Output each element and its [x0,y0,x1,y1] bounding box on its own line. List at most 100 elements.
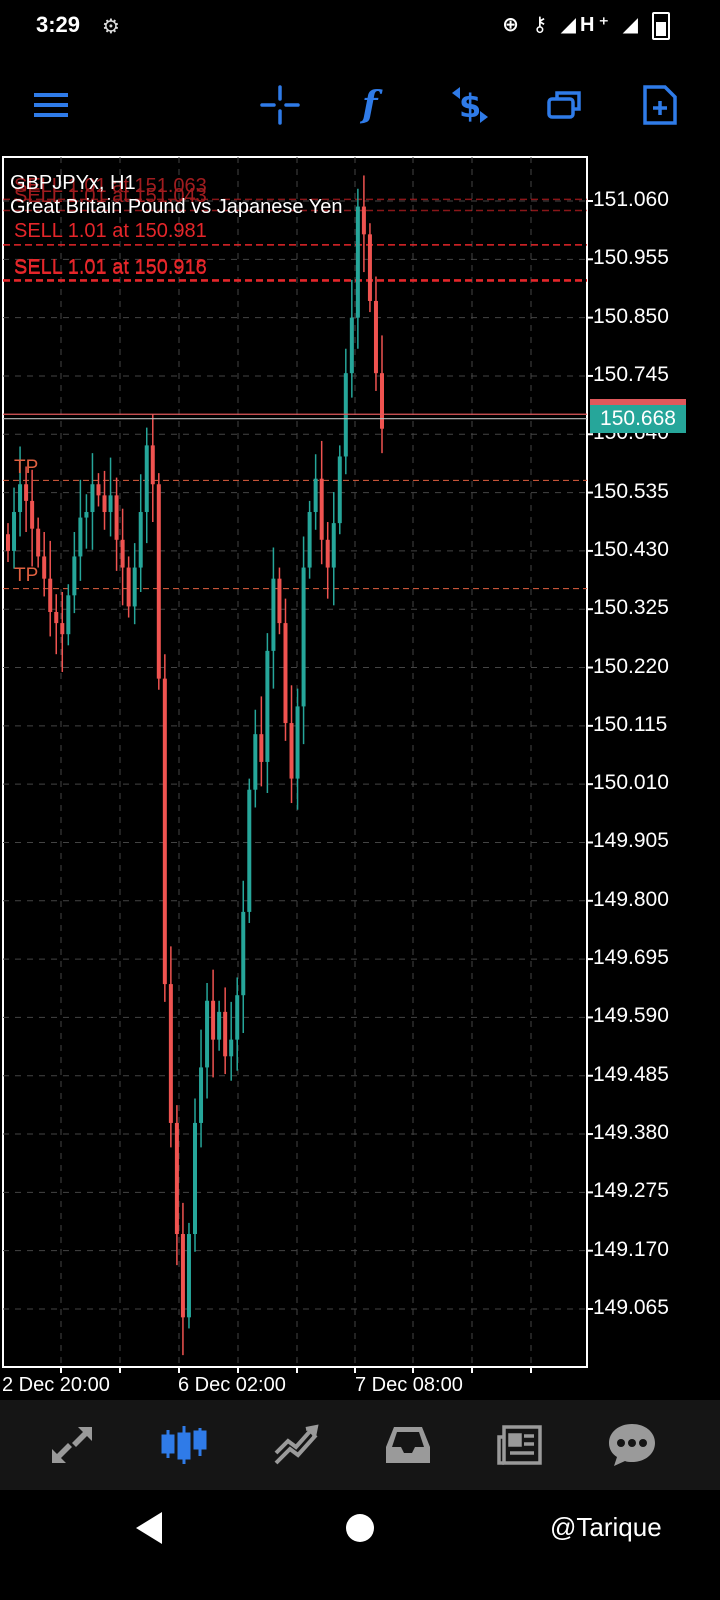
candle-body [259,734,264,762]
price-tick: 149.380 [593,1121,669,1145]
menu-icon [34,93,68,117]
candle-body [337,456,342,524]
candle-body [12,512,17,551]
price-tick: 149.065 [593,1296,669,1319]
top-toolbar: f $ [0,70,720,140]
price-tick: 150.325 [593,596,669,620]
candle-body [72,556,77,596]
bottom-navigation [0,1400,720,1490]
price-tick: 149.590 [593,1004,669,1028]
ask-price-badge [590,399,686,407]
candle-body [6,534,10,551]
candle-body [132,567,137,607]
candle-body [108,495,113,513]
chart-canvas[interactable] [0,155,720,1400]
windows-button[interactable] [535,70,595,140]
trade-button[interactable]: $ [440,70,500,140]
candle-body [162,678,167,985]
price-tick: 150.430 [593,537,669,561]
candle-body [349,317,354,374]
price-tick: 150.115 [593,712,668,736]
price-tick: 150.010 [593,771,669,795]
price-tick: 149.800 [593,887,669,911]
candle-body [174,1122,179,1235]
candle-body [211,1000,216,1040]
price-tick: 149.695 [593,946,669,970]
candle-body [223,1011,228,1057]
candle-body [180,1234,185,1318]
price-tick: 149.485 [593,1062,669,1086]
price-tick: 149.905 [593,829,669,853]
candle-body [295,706,300,779]
price-tick: 151.060 [593,188,669,211]
back-icon[interactable] [136,1512,162,1544]
status-time: 3:29 [36,12,81,37]
order-label: SELL 1.01 at 151.063 [14,175,207,197]
price-tick: 149.275 [593,1179,669,1203]
candle-body [66,595,71,635]
nav-news[interactable] [475,1400,565,1490]
order-label: SELL 1.01 at 150.981 [14,220,207,242]
candle-body [102,495,107,513]
candle-body [168,984,173,1123]
tp-label: TP [14,565,39,586]
candle-body [96,484,101,496]
candle-body [380,373,384,429]
candle-body [24,484,29,501]
price-tick: 149.170 [593,1237,669,1261]
crosshair-icon [260,85,300,125]
home-icon[interactable] [346,1514,374,1542]
chart-candles-icon [161,1426,207,1464]
candle-body [199,1067,204,1123]
candle-body [30,500,35,529]
system-navigation-bar: @Tarique [0,1490,720,1600]
candle-body [156,484,161,679]
candle-body [18,484,23,513]
candle-body [126,567,131,607]
nav-history[interactable] [363,1400,453,1490]
candle-body [325,539,330,568]
crosshair-button[interactable] [250,70,310,140]
candle-body [319,478,324,540]
candle-body [331,523,336,568]
candle-body [367,234,372,301]
menu-button[interactable] [22,70,82,140]
chart-frame [2,156,588,1368]
objects-icon [547,91,581,119]
price-tick: 150.850 [593,304,669,328]
watermark-label: @Tarique [550,1512,662,1542]
candle-body [271,578,276,651]
settings-gear-icon: ⚙ [102,16,120,38]
nav-messages[interactable] [587,1400,677,1490]
candle-body [193,1122,197,1235]
order-label: SELL 1.01 at 150.916 [14,257,207,279]
candle-body [36,528,41,557]
candle-body [78,517,83,557]
new-order-icon [643,85,677,125]
chart-symbol-label: GBPJPYx, H1 [10,172,136,194]
dollar-trade-icon: $ [452,87,488,125]
battery-icon [652,12,670,40]
candle-body [150,445,155,485]
news-icon [497,1425,542,1465]
candle-body [48,578,53,612]
candle-body [373,300,378,374]
candle-body [42,556,47,579]
candle-body [241,911,246,996]
candle-body [283,623,288,724]
candle-body [138,512,143,568]
nav-quotes[interactable] [27,1400,117,1490]
indicators-button[interactable]: f [345,70,405,140]
candle-body [60,623,65,635]
order-label: SELL 1.01 at 150.918 [14,256,207,278]
candle-body [186,1234,191,1318]
new-order-button[interactable] [630,70,690,140]
trade-icon [274,1424,319,1465]
candle-body [90,484,95,513]
nav-trade[interactable] [251,1400,341,1490]
nav-chart[interactable] [139,1400,229,1490]
candle-body [277,578,282,624]
svg-text:f: f [359,85,383,125]
price-chart[interactable]: GBPJPYx, H1 Great Britain Pound vs Japan… [0,155,720,1400]
tp-label: TP [14,457,39,478]
